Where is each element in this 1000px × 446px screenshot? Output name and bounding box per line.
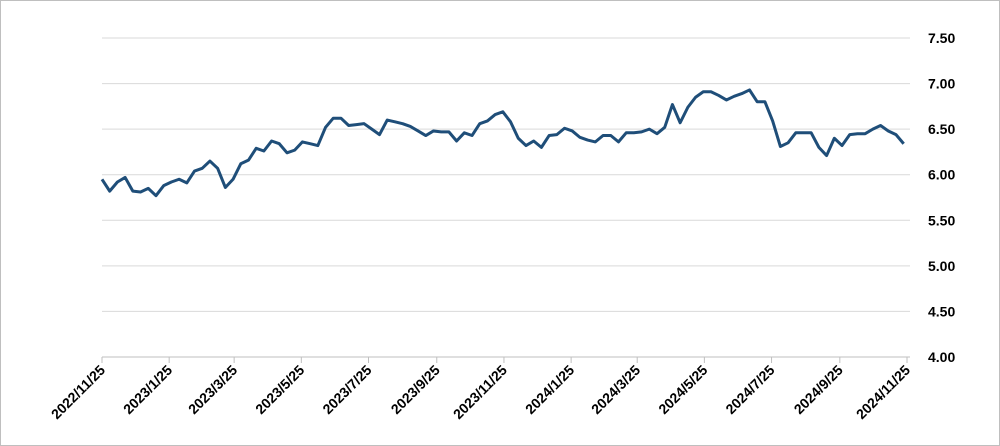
y-tick-label: 4.00: [928, 349, 955, 365]
y-tick-label: 5.50: [928, 212, 955, 228]
line-series: [100, 88, 905, 198]
y-tick-label: 7.50: [928, 30, 955, 46]
y-tick-label: 7.00: [928, 76, 955, 92]
y-tick-label: 6.00: [928, 167, 955, 183]
y-tick-label: 6.50: [928, 121, 955, 137]
y-tick-label: 4.50: [928, 303, 955, 319]
y-tick-label: 5.00: [928, 258, 955, 274]
